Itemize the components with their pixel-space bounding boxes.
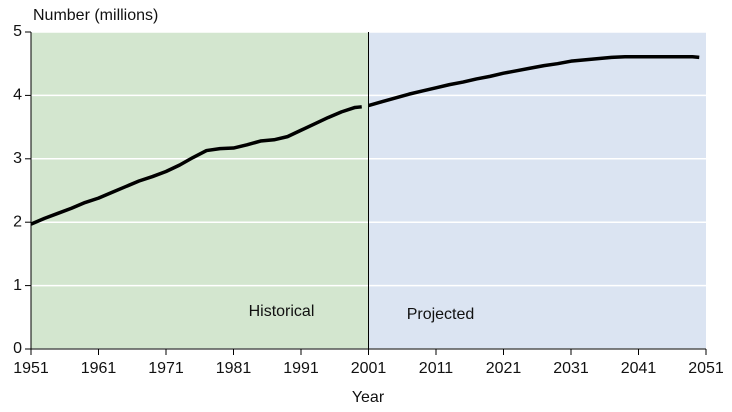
x-tick-label: 2041	[621, 360, 657, 377]
x-tick-label: 2011	[419, 360, 454, 377]
x-tick-label: 2031	[553, 360, 589, 377]
y-tick-label: 3	[13, 150, 22, 167]
y-tick-label: 5	[13, 23, 22, 40]
x-axis-label: Year	[352, 389, 385, 406]
region-label: Projected	[407, 306, 475, 323]
x-tick-label: 1981	[216, 360, 252, 377]
x-tick-label: 2051	[688, 360, 724, 377]
region	[31, 32, 369, 349]
x-tick-label: 1971	[148, 360, 184, 377]
y-tick-label: 2	[13, 213, 22, 230]
data-line	[368, 54, 700, 108]
region-label: Historical	[249, 303, 315, 320]
x-tick-label: 1951	[13, 360, 49, 377]
region	[368, 32, 706, 349]
x-tick-label: 1991	[283, 360, 319, 377]
y-tick-label: 0	[13, 340, 22, 357]
x-tick-label: 2021	[486, 360, 522, 377]
x-tick-label: 2001	[351, 360, 387, 377]
data-line	[30, 105, 362, 226]
y-axis-label: Number (millions)	[33, 7, 158, 24]
y-tick-label: 1	[13, 277, 22, 294]
y-tick-label: 4	[13, 87, 22, 104]
x-tick-label: 1961	[81, 360, 117, 377]
